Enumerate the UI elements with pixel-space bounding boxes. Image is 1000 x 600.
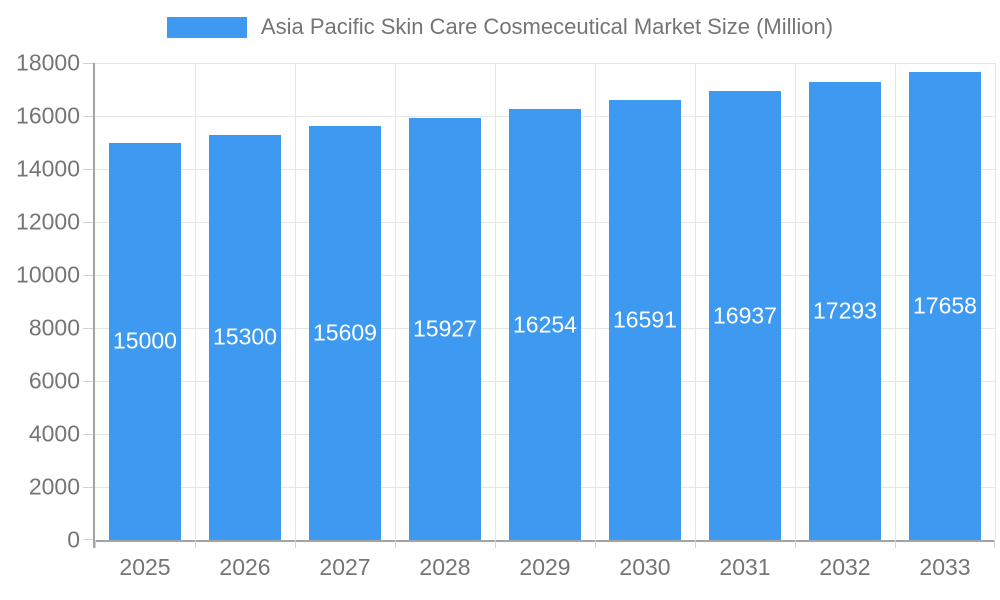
y-tick xyxy=(83,434,93,435)
bar-2027[interactable]: 15609 xyxy=(309,126,381,540)
x-gridline xyxy=(894,63,896,540)
x-axis-label-2032: 2032 xyxy=(819,554,871,580)
x-axis-label-2025: 2025 xyxy=(119,554,171,580)
x-gridline xyxy=(494,63,496,540)
y-tick xyxy=(83,222,93,223)
x-axis-label-2028: 2028 xyxy=(419,554,471,580)
x-tick xyxy=(894,540,896,548)
x-tick xyxy=(694,540,696,548)
x-gridline xyxy=(794,63,796,540)
x-tick xyxy=(794,540,796,548)
x-gridline xyxy=(394,63,396,540)
x-tick xyxy=(194,540,196,548)
bar-value-label: 16254 xyxy=(513,311,577,338)
x-tick xyxy=(394,540,396,548)
y-axis-tick-label: 4000 xyxy=(28,420,80,447)
plot-area: 15000 15300 15609 15927 16254 16591 16937 17293… xyxy=(83,62,996,548)
y-tick xyxy=(83,116,93,117)
legend-swatch xyxy=(166,16,247,38)
bar-2033[interactable]: 17658 xyxy=(909,72,981,540)
bar-value-label: 15300 xyxy=(213,323,277,350)
y-axis-tick-label: 16000 xyxy=(16,102,80,129)
y-axis-tick-label: 18000 xyxy=(16,49,80,76)
x-axis-label-2030: 2030 xyxy=(619,554,671,580)
x-gridline xyxy=(694,63,696,540)
x-gridline xyxy=(594,63,596,540)
y-axis-tick-label: 12000 xyxy=(16,208,80,235)
x-tick xyxy=(594,540,596,548)
bar-2025[interactable]: 15000 xyxy=(109,142,181,540)
bar-2032[interactable]: 17293 xyxy=(809,81,881,540)
bar-value-label: 17293 xyxy=(813,297,877,324)
bar-2030[interactable]: 16591 xyxy=(609,100,681,540)
x-gridline xyxy=(194,63,196,540)
x-axis-label-2033: 2033 xyxy=(919,554,971,580)
bar-value-label: 15000 xyxy=(113,327,177,354)
legend[interactable]: Asia Pacific Skin Care Cosmeceutical Mar… xyxy=(0,14,1000,40)
x-tick xyxy=(994,540,995,548)
y-tick xyxy=(83,328,93,329)
x-axis-line xyxy=(93,540,995,542)
x-axis-label-2031: 2031 xyxy=(719,554,771,580)
x-axis-labels: 2025 2026 2027 2028 2029 2030 2031 2032 2033 xyxy=(95,554,995,584)
x-tick xyxy=(95,540,96,548)
x-axis-label-2029: 2029 xyxy=(519,554,571,580)
y-axis-tick-label: 0 xyxy=(67,526,80,553)
x-axis-label-2026: 2026 xyxy=(219,554,271,580)
y-axis-tick-label: 8000 xyxy=(28,314,80,341)
y-tick xyxy=(83,169,93,170)
bar-value-label: 16591 xyxy=(613,306,677,333)
x-gridline xyxy=(294,63,296,540)
bar-value-label: 15927 xyxy=(413,315,477,342)
x-tick xyxy=(294,540,296,548)
bar-2028[interactable]: 15927 xyxy=(409,117,481,540)
bar-2031[interactable]: 16937 xyxy=(709,91,781,540)
y-tick xyxy=(83,487,93,488)
bar-value-label: 16937 xyxy=(713,302,777,329)
y-axis-tick-label: 2000 xyxy=(28,473,80,500)
legend-label: Asia Pacific Skin Care Cosmeceutical Mar… xyxy=(260,14,834,39)
x-gridline xyxy=(994,63,996,540)
x-axis-label-2027: 2027 xyxy=(319,554,371,580)
y-tick xyxy=(83,275,93,276)
bar-value-label: 17658 xyxy=(913,292,977,319)
x-tick xyxy=(494,540,496,548)
y-tick xyxy=(83,63,93,64)
y-axis-labels: 0 2000 4000 6000 8000 10000 12000 14000 16000 180… xyxy=(0,50,80,553)
bar-2026[interactable]: 15300 xyxy=(209,134,281,540)
y-axis-tick-label: 6000 xyxy=(28,367,80,394)
bar-value-label: 15609 xyxy=(313,319,377,346)
y-axis-tick-label: 10000 xyxy=(16,261,80,288)
y-axis-line xyxy=(93,63,95,548)
bar-2029[interactable]: 16254 xyxy=(509,109,581,540)
y-tick xyxy=(83,381,93,382)
y-tick xyxy=(83,539,93,540)
y-axis-tick-label: 14000 xyxy=(16,155,80,182)
y-gridline xyxy=(95,62,995,64)
